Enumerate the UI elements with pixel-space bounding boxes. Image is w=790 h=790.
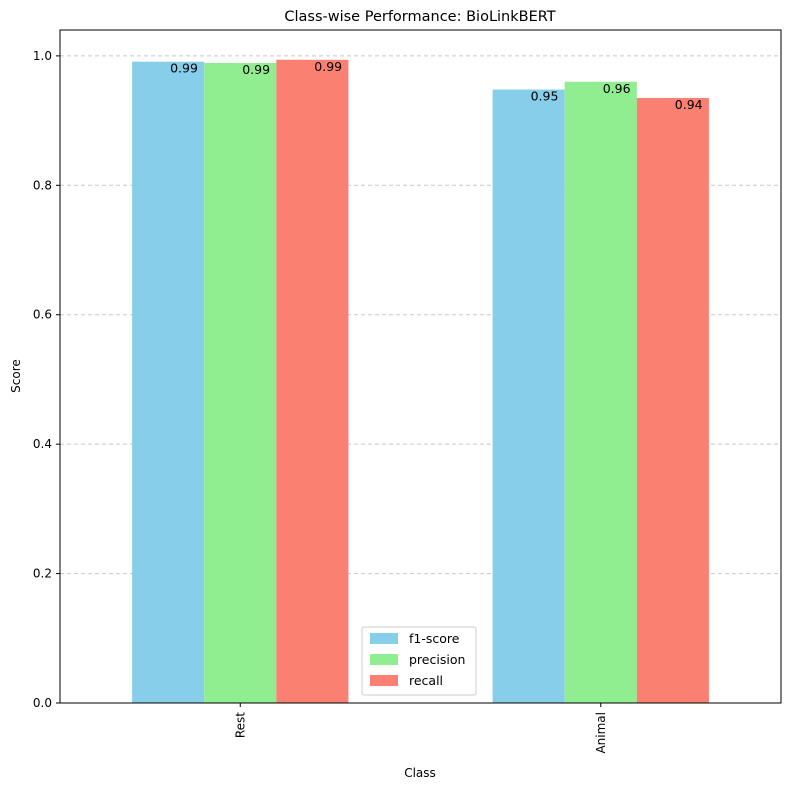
- bar-precision-animal: [564, 81, 637, 704]
- data-label: 0.94: [675, 97, 703, 112]
- x-axis-ticks: Rest Animal: [233, 703, 608, 754]
- legend: f1-score precision recall: [361, 626, 477, 696]
- legend-swatch-f1-score: [370, 633, 398, 644]
- bar-f1-score-animal: [492, 89, 565, 704]
- legend-items: f1-score precision recall: [370, 631, 465, 688]
- y-tick-label: 0.2: [33, 567, 52, 581]
- legend-label-recall: recall: [409, 673, 443, 688]
- bar-recall-rest: [276, 59, 349, 703]
- data-label: 0.96: [603, 81, 631, 96]
- data-labels: 0.99 0.99 0.99 0.95 0.96 0.94: [170, 59, 703, 112]
- legend-label-precision: precision: [409, 652, 465, 667]
- plot-frame: [59, 29, 782, 704]
- x-tick-label: Animal: [594, 712, 608, 754]
- data-label: 0.99: [170, 61, 198, 76]
- y-tick-label: 1.0: [33, 49, 52, 63]
- data-label: 0.95: [531, 89, 559, 104]
- chart-title: Class-wise Performance: BioLinkBERT: [284, 9, 555, 25]
- bar-recall-animal: [636, 97, 709, 703]
- data-label: 0.99: [314, 59, 342, 74]
- y-axis-ticks: 0.0 0.2 0.4 0.6 0.8 1.0: [33, 49, 60, 710]
- legend-swatch-recall: [370, 675, 398, 686]
- y-tick-label: 0.0: [33, 696, 52, 710]
- bar-precision-rest: [204, 63, 277, 704]
- x-axis-title: Class: [404, 766, 436, 780]
- legend-swatch-precision: [370, 654, 398, 665]
- y-tick-label: 0.6: [33, 308, 52, 322]
- y-tick-label: 0.4: [33, 437, 52, 451]
- bars: [132, 59, 709, 704]
- y-axis-title: Score: [9, 359, 23, 393]
- legend-label-f1-score: f1-score: [409, 631, 460, 646]
- y-tick-label: 0.8: [33, 178, 52, 192]
- data-label: 0.99: [242, 62, 270, 77]
- x-tick-label: Rest: [233, 712, 247, 738]
- bar-f1-score-rest: [132, 61, 205, 703]
